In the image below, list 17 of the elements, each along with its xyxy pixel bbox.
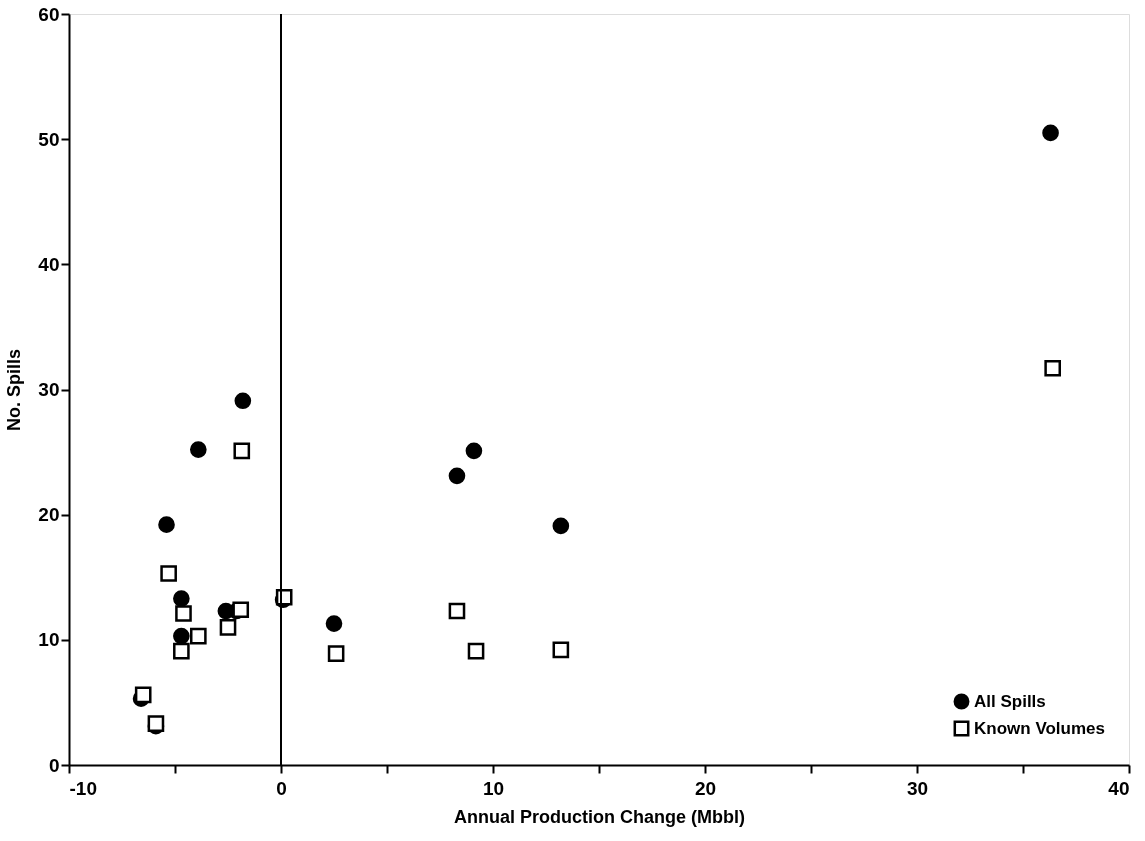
y-axis-title: No. Spills (4, 348, 25, 432)
x-tick-label: -10 (69, 777, 97, 799)
x-tick-label: 20 (694, 777, 717, 799)
y-tick-label: 60 (38, 3, 60, 25)
x-tick-label: 40 (1108, 777, 1130, 799)
x-tick-label: 10 (482, 777, 505, 799)
y-tick-label: 0 (48, 754, 60, 776)
y-tick-label: 10 (38, 629, 60, 651)
y-tick-label: 20 (38, 504, 60, 526)
y-tick-label: 30 (38, 379, 60, 400)
legend-label: All Spills (974, 691, 1046, 711)
legend-label: Known Volumes (974, 718, 1105, 738)
y-tick-label: 40 (38, 253, 60, 275)
x-axis-title: Annual Production Change (Mbbl) (454, 806, 745, 827)
y-tick-label: 50 (38, 128, 60, 150)
x-tick-label: 0 (276, 777, 287, 799)
x-tick-label: 30 (906, 777, 929, 799)
